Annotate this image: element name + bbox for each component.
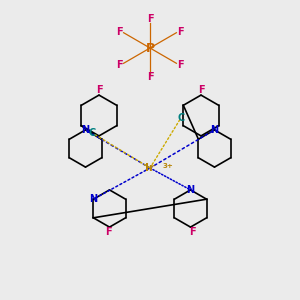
Text: N: N	[89, 194, 98, 204]
Text: F: F	[178, 27, 184, 37]
Text: F: F	[105, 227, 111, 237]
Text: F: F	[96, 85, 102, 95]
Text: F: F	[147, 72, 153, 82]
Text: F: F	[116, 27, 122, 37]
Text: F: F	[189, 227, 195, 237]
Text: F: F	[116, 60, 123, 70]
Text: N: N	[210, 125, 219, 135]
Text: Ir: Ir	[145, 163, 155, 173]
Text: 3+: 3+	[163, 163, 173, 169]
Text: F: F	[177, 60, 184, 70]
Text: C: C	[89, 128, 96, 138]
Text: N: N	[186, 185, 195, 195]
Text: C: C	[177, 113, 184, 123]
Text: F: F	[147, 14, 153, 24]
Text: P: P	[146, 41, 154, 55]
Text: F: F	[198, 85, 204, 95]
Text: N: N	[81, 125, 90, 135]
